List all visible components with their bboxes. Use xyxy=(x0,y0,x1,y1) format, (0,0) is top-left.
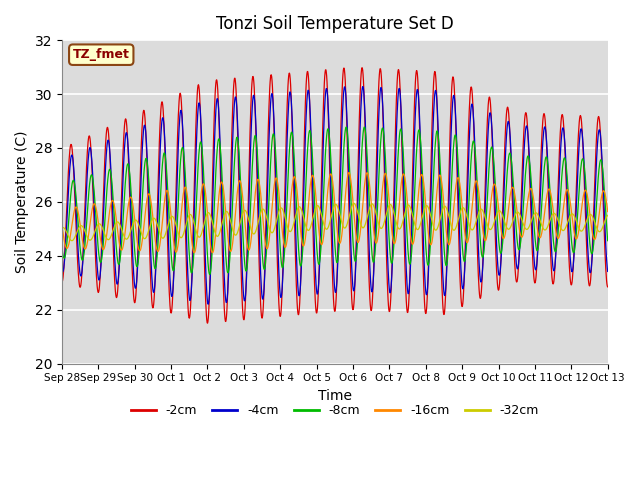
-32cm xyxy=(604,213,612,218)
Line: -32cm: -32cm xyxy=(62,204,608,240)
-8cm xyxy=(58,244,66,250)
-32cm xyxy=(241,207,248,213)
-16cm xyxy=(58,223,66,229)
-4cm xyxy=(241,298,248,304)
-32cm xyxy=(492,216,499,221)
-8cm xyxy=(241,261,248,266)
Line: -4cm: -4cm xyxy=(62,86,608,304)
-4cm xyxy=(540,130,547,135)
-16cm xyxy=(241,217,248,223)
-8cm xyxy=(540,173,547,179)
-4cm xyxy=(204,301,212,307)
Line: -2cm: -2cm xyxy=(62,68,608,323)
-8cm xyxy=(360,124,368,130)
-32cm xyxy=(540,226,547,232)
-32cm xyxy=(180,230,188,236)
-32cm xyxy=(68,238,76,243)
-4cm xyxy=(166,276,174,282)
-2cm xyxy=(358,65,365,71)
-4cm xyxy=(179,137,187,143)
Line: -16cm: -16cm xyxy=(62,173,608,253)
-8cm xyxy=(179,147,187,153)
-16cm xyxy=(492,183,499,189)
-2cm xyxy=(179,148,187,154)
-16cm xyxy=(179,191,187,197)
-16cm xyxy=(209,250,216,256)
-2cm xyxy=(492,239,499,244)
-2cm xyxy=(166,303,174,309)
-32cm xyxy=(420,207,428,213)
-32cm xyxy=(350,201,358,206)
-2cm xyxy=(604,284,612,290)
-2cm xyxy=(540,112,547,118)
-16cm xyxy=(345,170,353,176)
-4cm xyxy=(492,213,499,218)
Line: -8cm: -8cm xyxy=(62,127,608,275)
X-axis label: Time: Time xyxy=(318,389,352,403)
-8cm xyxy=(420,209,428,215)
-2cm xyxy=(204,320,211,326)
-32cm xyxy=(166,215,174,221)
-8cm xyxy=(492,183,499,189)
-16cm xyxy=(166,203,174,208)
-8cm xyxy=(166,232,174,238)
-4cm xyxy=(58,267,66,273)
-16cm xyxy=(540,218,547,224)
-2cm xyxy=(420,292,428,298)
Legend: -2cm, -4cm, -8cm, -16cm, -32cm: -2cm, -4cm, -8cm, -16cm, -32cm xyxy=(125,399,544,422)
-2cm xyxy=(241,312,248,317)
-2cm xyxy=(58,279,66,285)
-16cm xyxy=(604,209,612,215)
-16cm xyxy=(420,183,428,189)
-32cm xyxy=(58,225,66,231)
Text: TZ_fmet: TZ_fmet xyxy=(73,48,130,61)
Y-axis label: Soil Temperature (C): Soil Temperature (C) xyxy=(15,131,29,273)
-8cm xyxy=(206,272,214,277)
-8cm xyxy=(604,238,612,243)
Title: Tonzi Soil Temperature Set D: Tonzi Soil Temperature Set D xyxy=(216,15,454,33)
-4cm xyxy=(420,259,428,265)
-4cm xyxy=(359,84,367,89)
-4cm xyxy=(604,268,612,274)
